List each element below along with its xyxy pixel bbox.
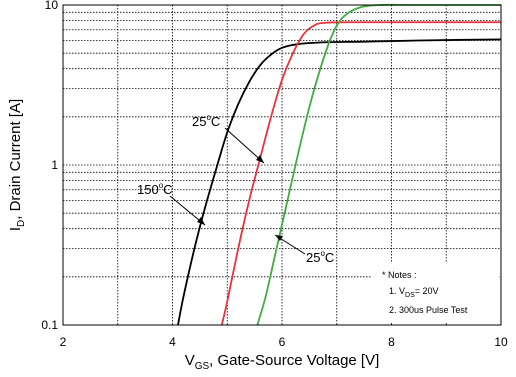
y-tick-label: 10 bbox=[45, 0, 59, 12]
series-line-2 bbox=[220, 21, 501, 326]
grid bbox=[63, 5, 501, 325]
plot-frame bbox=[62, 4, 502, 326]
annotation-25c-upper: 25oC bbox=[192, 113, 265, 164]
annotation-25c-upper-arrowhead bbox=[256, 155, 264, 163]
notes-line2: 2. 300us Pulse Test bbox=[389, 305, 468, 315]
notes-box: * Notes : 1. VDS= 20V 2. 300us Pulse Tes… bbox=[371, 262, 499, 322]
series-line-1 bbox=[177, 38, 502, 326]
annotation-25c-upper-label: 25oC bbox=[192, 113, 220, 129]
x-tick-label: 10 bbox=[494, 335, 508, 349]
annotation-25c-lower-arrowhead bbox=[275, 235, 283, 241]
y-tick-label: 1 bbox=[51, 158, 58, 172]
y-tick-labels: 0.1 1 10 bbox=[41, 0, 58, 332]
annotation-150c-label: 150oC bbox=[137, 181, 173, 197]
notes-line1: 1. VDS= 20V bbox=[389, 286, 439, 299]
annotation-25c-lower-label: 25oC bbox=[306, 249, 334, 265]
annotation-25c-lower: 25oC bbox=[274, 234, 334, 265]
x-tick-label: 8 bbox=[388, 335, 395, 349]
notes-title: * Notes : bbox=[382, 270, 417, 280]
annotation-25c-upper-arrow bbox=[224, 127, 265, 164]
y-tick-label: 0.1 bbox=[41, 318, 58, 332]
x-tick-label: 6 bbox=[279, 335, 286, 349]
x-tick-labels: 2 4 6 8 10 bbox=[60, 335, 508, 349]
annotation-150c-arrowhead bbox=[197, 217, 205, 225]
x-tick-label: 2 bbox=[60, 335, 67, 349]
x-axis-title: VGS, Gate-Source Voltage [V] bbox=[185, 352, 380, 372]
x-tick-label: 4 bbox=[169, 335, 176, 349]
annotation-150c: 150oC bbox=[137, 181, 206, 226]
y-axis-title: ID, Drain Current [A] bbox=[7, 99, 27, 231]
